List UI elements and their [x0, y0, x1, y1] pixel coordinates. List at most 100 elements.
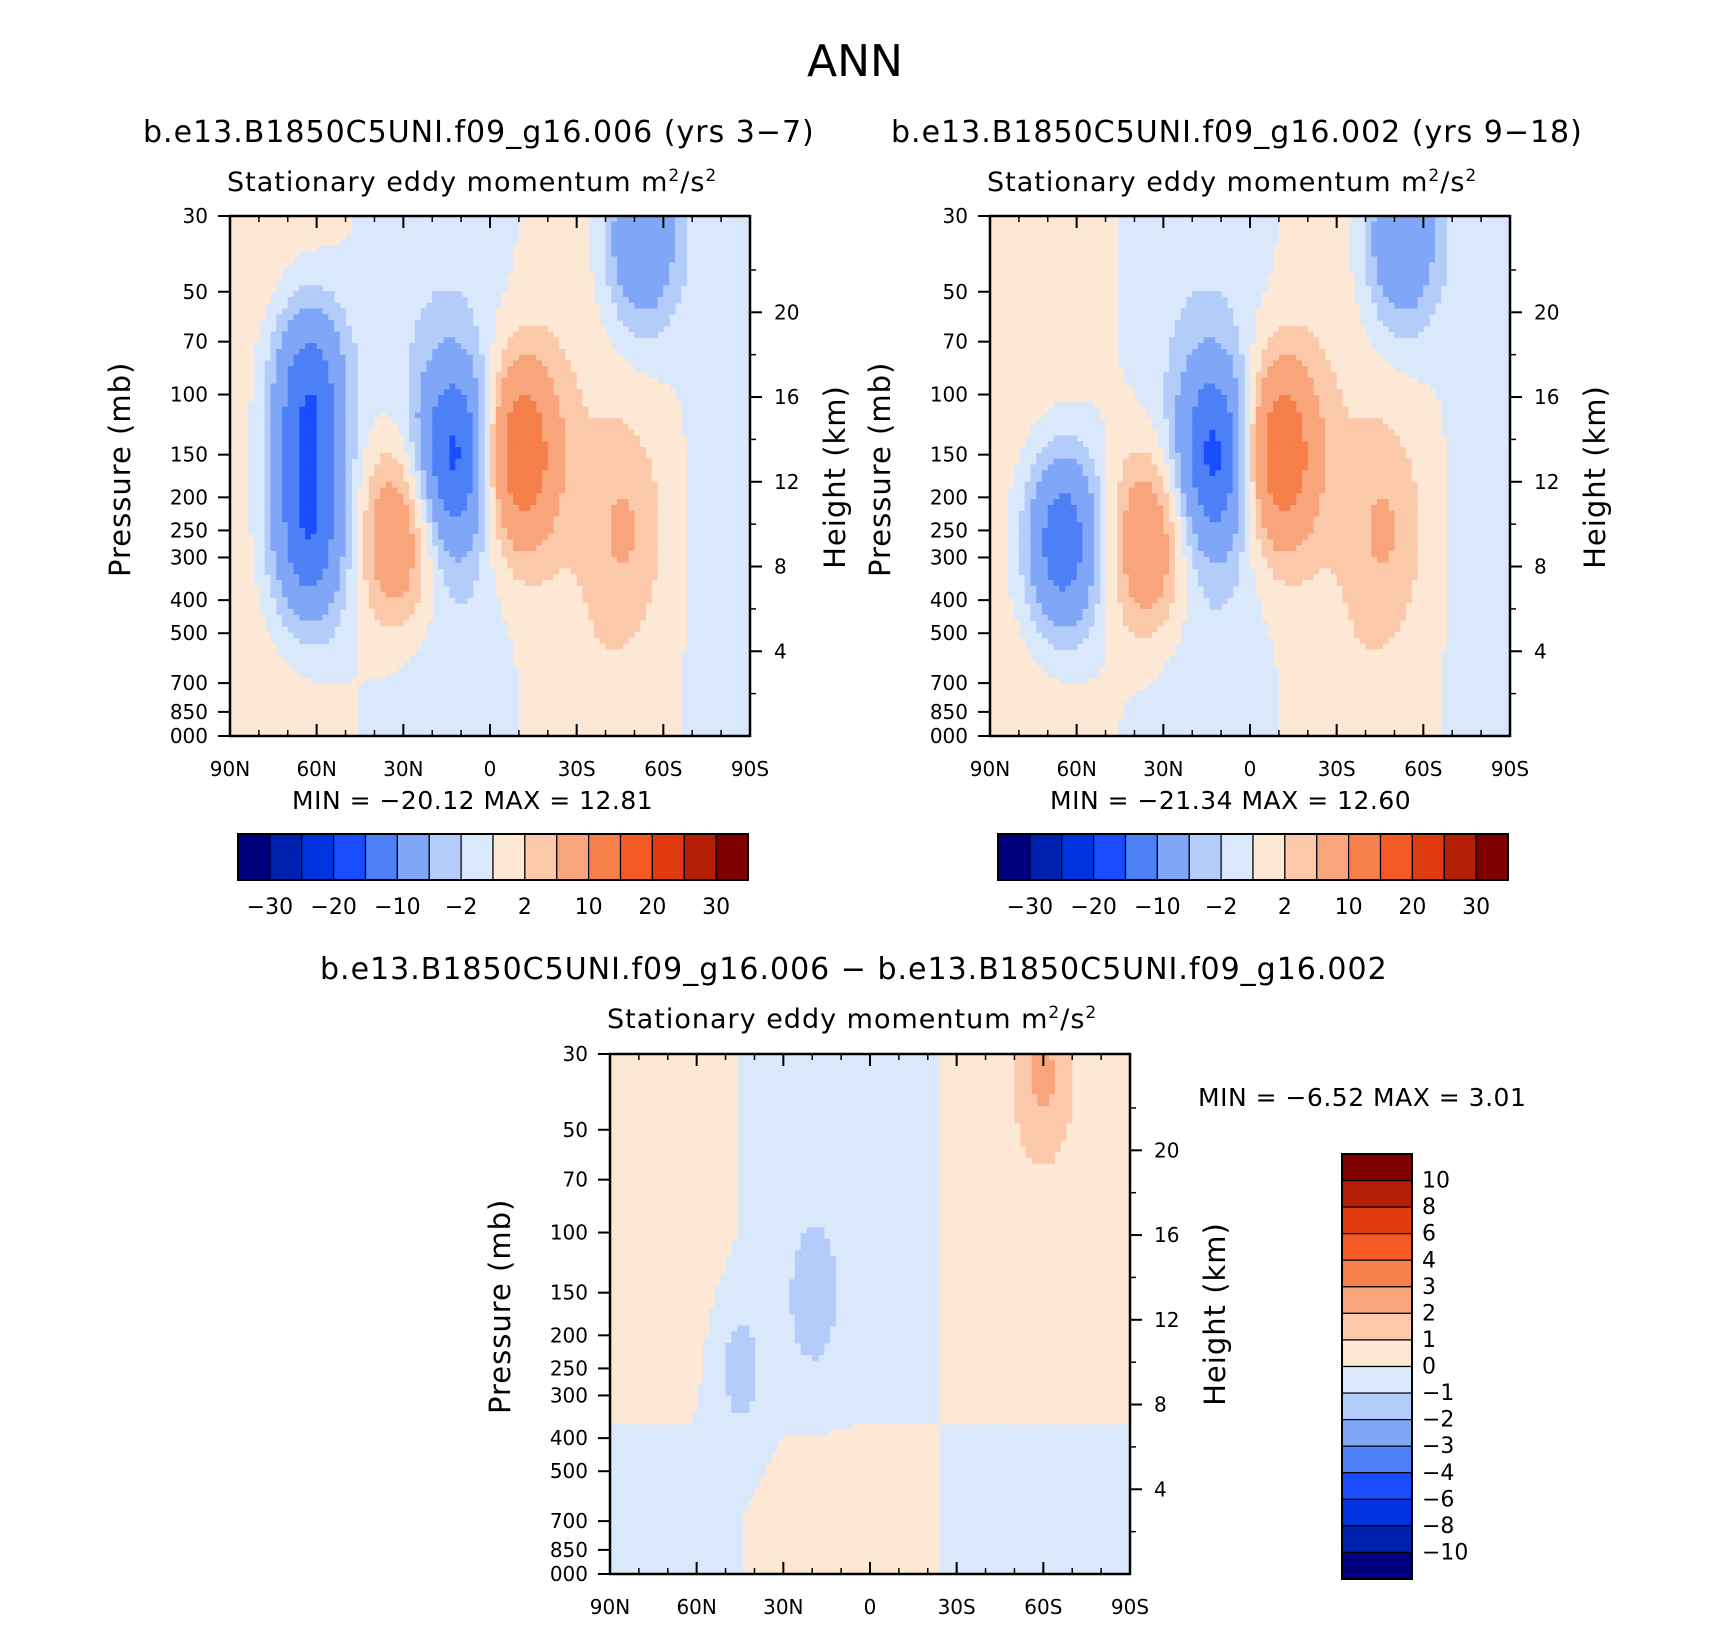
contour-cell [322, 308, 329, 315]
contour-cell [495, 314, 503, 321]
contour-cell [553, 614, 560, 622]
contour-cell [646, 626, 653, 633]
contour-cell [432, 314, 439, 321]
contour-cell [530, 585, 537, 593]
contour-cell [368, 603, 376, 610]
contour-cell [530, 389, 537, 396]
contour-cell [230, 684, 237, 691]
contour-cell [310, 348, 318, 356]
contour-cell [594, 556, 601, 564]
contour-cell [345, 348, 352, 356]
contour-cell [680, 452, 688, 460]
contour-cell [322, 510, 329, 518]
contour-cell [628, 551, 636, 558]
contour-cell [299, 348, 306, 356]
contour-cell [634, 227, 641, 234]
contour-cell [582, 684, 589, 691]
contour-cell [547, 262, 555, 269]
contour-cell [657, 256, 664, 263]
contour-cell [501, 320, 508, 327]
contour-cell [414, 632, 422, 639]
contour-cell [230, 360, 237, 367]
contour-cell [316, 545, 324, 552]
contour-cell [305, 626, 312, 633]
contour-cell [536, 302, 543, 310]
contour-cell [588, 435, 595, 442]
contour-cell [362, 481, 370, 489]
contour-cell [374, 562, 381, 570]
contour-cell [651, 452, 659, 460]
contour-cell [305, 481, 312, 489]
contour-cell [640, 447, 647, 454]
contour-cell [310, 302, 318, 310]
contour-cell [547, 325, 555, 333]
contour-cell [241, 499, 248, 506]
contour-cell [282, 493, 289, 500]
contour-cell [622, 660, 630, 668]
contour-cell [310, 400, 318, 408]
contour-cell [310, 429, 318, 437]
contour-cell [634, 562, 641, 570]
contour-cell [316, 585, 324, 593]
contour-cell [553, 441, 560, 448]
contour-cell [547, 481, 555, 489]
contour-cell [657, 308, 664, 315]
contour-cell [449, 325, 456, 333]
contour-cell [501, 608, 508, 616]
contour-cell [287, 233, 295, 240]
contour-cell [622, 279, 630, 286]
contour-cell [276, 701, 283, 708]
contour-cell [420, 366, 428, 373]
contour-cell [669, 649, 676, 656]
contour-cell [241, 608, 248, 616]
contour-cell [322, 429, 329, 437]
contour-cell [299, 360, 306, 367]
contour-cell [432, 337, 439, 344]
contour-cell [472, 348, 480, 356]
contour-cell [322, 528, 329, 535]
contour-cell [270, 585, 277, 593]
contour-cell [582, 285, 589, 292]
contour-cell [299, 239, 306, 246]
contour-cell [253, 626, 260, 633]
contour-cell [449, 291, 456, 298]
contour-cell [380, 666, 387, 674]
contour-cell [646, 389, 653, 396]
contour-cell [264, 493, 272, 500]
contour-cell [594, 649, 601, 656]
contour-cell [565, 684, 572, 691]
contour-cell [559, 447, 566, 454]
contour-cell [397, 470, 404, 477]
contour-cell [235, 244, 243, 252]
contour-cell [507, 424, 514, 431]
contour-cell [357, 487, 364, 494]
contour-cell [293, 435, 300, 442]
contour-cell [646, 429, 653, 437]
contour-cell [455, 314, 462, 321]
contour-cell [241, 626, 248, 633]
contour-cell [646, 424, 653, 431]
contour-cell [490, 395, 497, 402]
contour-cell [443, 452, 451, 460]
contour-cell [328, 395, 335, 402]
contour-cell [386, 626, 393, 633]
contour-cell [432, 452, 439, 460]
contour-cell [241, 487, 248, 494]
contour-cell [542, 279, 549, 286]
contour-cell [391, 655, 399, 662]
contour-cell [565, 400, 572, 408]
contour-cell [605, 603, 612, 610]
contour-cell [299, 678, 306, 685]
contour-cell [657, 424, 664, 431]
contour-cell [651, 684, 659, 691]
contour-cell [507, 343, 514, 350]
contour-cell [247, 314, 254, 321]
contour-cell [380, 632, 387, 639]
contour-cell [594, 395, 601, 402]
contour-cell [328, 620, 335, 627]
contour-cell [501, 510, 508, 518]
contour-cell [628, 585, 636, 593]
contour-cell [501, 395, 508, 402]
contour-cell [461, 516, 468, 523]
contour-cell [553, 291, 560, 298]
